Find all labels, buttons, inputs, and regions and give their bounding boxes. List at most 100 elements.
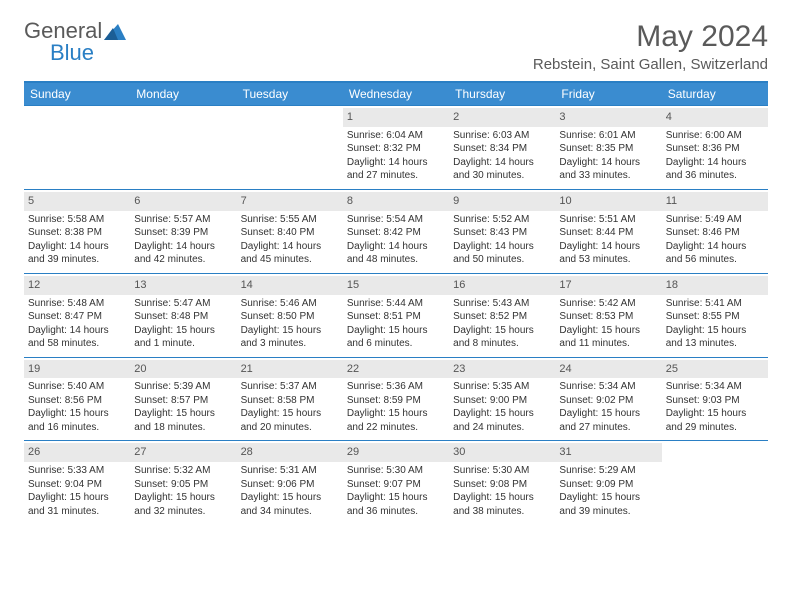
day-cell: 13Sunrise: 5:47 AMSunset: 8:48 PMDayligh… — [130, 273, 236, 357]
daylight-text: Daylight: 15 hours — [28, 491, 126, 505]
daylight-text: and 34 minutes. — [241, 505, 339, 519]
weekday-header: Tuesday — [237, 83, 343, 105]
sunrise-text: Sunrise: 5:57 AM — [134, 213, 232, 227]
sunset-text: Sunset: 9:05 PM — [134, 478, 232, 492]
day-number: 26 — [24, 443, 130, 462]
sunset-text: Sunset: 9:02 PM — [559, 394, 657, 408]
calendar-grid: SundayMondayTuesdayWednesdayThursdayFrid… — [24, 81, 768, 524]
day-cell: 27Sunrise: 5:32 AMSunset: 9:05 PMDayligh… — [130, 440, 236, 524]
sunset-text: Sunset: 8:43 PM — [453, 226, 551, 240]
sunrise-text: Sunrise: 6:01 AM — [559, 129, 657, 143]
daylight-text: Daylight: 15 hours — [28, 407, 126, 421]
sunset-text: Sunset: 9:03 PM — [666, 394, 764, 408]
sunrise-text: Sunrise: 6:04 AM — [347, 129, 445, 143]
day-number: 13 — [130, 276, 236, 295]
sunrise-text: Sunrise: 5:34 AM — [559, 380, 657, 394]
daylight-text: and 50 minutes. — [453, 253, 551, 267]
sunset-text: Sunset: 8:58 PM — [241, 394, 339, 408]
daylight-text: and 3 minutes. — [241, 337, 339, 351]
sunset-text: Sunset: 8:59 PM — [347, 394, 445, 408]
day-cell: 9Sunrise: 5:52 AMSunset: 8:43 PMDaylight… — [449, 189, 555, 273]
daylight-text: Daylight: 15 hours — [666, 324, 764, 338]
day-number: 30 — [449, 443, 555, 462]
day-number: 4 — [662, 108, 768, 127]
daylight-text: and 1 minute. — [134, 337, 232, 351]
sunrise-text: Sunrise: 5:52 AM — [453, 213, 551, 227]
daylight-text: and 22 minutes. — [347, 421, 445, 435]
weekday-header: Friday — [555, 83, 661, 105]
weekday-header: Wednesday — [343, 83, 449, 105]
daylight-text: Daylight: 15 hours — [453, 324, 551, 338]
sunrise-text: Sunrise: 5:36 AM — [347, 380, 445, 394]
sunset-text: Sunset: 9:09 PM — [559, 478, 657, 492]
day-number: 21 — [237, 360, 343, 379]
daylight-text: Daylight: 15 hours — [453, 407, 551, 421]
day-number: 14 — [237, 276, 343, 295]
sunset-text: Sunset: 8:48 PM — [134, 310, 232, 324]
day-number: 6 — [130, 192, 236, 211]
day-cell: 26 Sunrise: 5:33 AMSunset: 9:04 PMDayligh… — [24, 440, 130, 524]
day-cell: 4Sunrise: 6:00 AMSunset: 8:36 PMDaylight… — [662, 105, 768, 189]
sunset-text: Sunset: 9:07 PM — [347, 478, 445, 492]
day-number: 16 — [449, 276, 555, 295]
day-number: 18 — [662, 276, 768, 295]
daylight-text: Daylight: 15 hours — [241, 491, 339, 505]
daylight-text: Daylight: 15 hours — [134, 407, 232, 421]
sunset-text: Sunset: 9:00 PM — [453, 394, 551, 408]
day-cell: 19Sunrise: 5:40 AMSunset: 8:56 PMDayligh… — [24, 357, 130, 441]
day-number: 31 — [555, 443, 661, 462]
day-cell: 3Sunrise: 6:01 AMSunset: 8:35 PMDaylight… — [555, 105, 661, 189]
day-number: 15 — [343, 276, 449, 295]
day-cell: 25Sunrise: 5:34 AMSunset: 9:03 PMDayligh… — [662, 357, 768, 441]
sunset-text: Sunset: 8:42 PM — [347, 226, 445, 240]
daylight-text: Daylight: 14 hours — [28, 240, 126, 254]
daylight-text: and 36 minutes. — [347, 505, 445, 519]
weekday-header: Monday — [130, 83, 236, 105]
day-cell: 1Sunrise: 6:04 AMSunset: 8:32 PMDaylight… — [343, 105, 449, 189]
daylight-text: and 30 minutes. — [453, 169, 551, 183]
day-cell: 15Sunrise: 5:44 AMSunset: 8:51 PMDayligh… — [343, 273, 449, 357]
logo-word-blue: Blue — [50, 42, 126, 64]
sunset-text: Sunset: 8:53 PM — [559, 310, 657, 324]
daylight-text: and 29 minutes. — [666, 421, 764, 435]
daylight-text: and 56 minutes. — [666, 253, 764, 267]
daylight-text: Daylight: 14 hours — [347, 156, 445, 170]
sunrise-text: Sunrise: 5:30 AM — [347, 464, 445, 478]
day-number: 19 — [24, 360, 130, 379]
location-text: Rebstein, Saint Gallen, Switzerland — [533, 56, 768, 73]
logo: General Blue — [24, 20, 126, 64]
sunset-text: Sunset: 9:04 PM — [28, 478, 126, 492]
daylight-text: Daylight: 15 hours — [347, 324, 445, 338]
sunset-text: Sunset: 8:51 PM — [347, 310, 445, 324]
sunset-text: Sunset: 8:40 PM — [241, 226, 339, 240]
day-cell: 7Sunrise: 5:55 AMSunset: 8:40 PMDaylight… — [237, 189, 343, 273]
sunset-text: Sunset: 8:55 PM — [666, 310, 764, 324]
day-cell — [662, 440, 768, 524]
daylight-text: Daylight: 15 hours — [559, 324, 657, 338]
sunset-text: Sunset: 8:39 PM — [134, 226, 232, 240]
daylight-text: and 6 minutes. — [347, 337, 445, 351]
day-number: 22 — [343, 360, 449, 379]
sunrise-text: Sunrise: 5:33 AM — [28, 464, 126, 478]
daylight-text: Daylight: 14 hours — [666, 156, 764, 170]
sunset-text: Sunset: 8:38 PM — [28, 226, 126, 240]
sunset-text: Sunset: 8:34 PM — [453, 142, 551, 156]
day-cell: 5Sunrise: 5:58 AMSunset: 8:38 PMDaylight… — [24, 189, 130, 273]
sunrise-text: Sunrise: 5:32 AM — [134, 464, 232, 478]
sunset-text: Sunset: 8:46 PM — [666, 226, 764, 240]
day-number: 24 — [555, 360, 661, 379]
daylight-text: Daylight: 14 hours — [134, 240, 232, 254]
daylight-text: and 33 minutes. — [559, 169, 657, 183]
sunrise-text: Sunrise: 5:46 AM — [241, 297, 339, 311]
daylight-text: and 8 minutes. — [453, 337, 551, 351]
sunset-text: Sunset: 8:56 PM — [28, 394, 126, 408]
day-number: 7 — [237, 192, 343, 211]
day-number: 3 — [555, 108, 661, 127]
day-number: 25 — [662, 360, 768, 379]
day-cell: 17Sunrise: 5:42 AMSunset: 8:53 PMDayligh… — [555, 273, 661, 357]
sunrise-text: Sunrise: 5:34 AM — [666, 380, 764, 394]
daylight-text: and 38 minutes. — [453, 505, 551, 519]
day-number: 29 — [343, 443, 449, 462]
day-cell: 22Sunrise: 5:36 AMSunset: 8:59 PMDayligh… — [343, 357, 449, 441]
title-block: May 2024 Rebstein, Saint Gallen, Switzer… — [533, 20, 768, 73]
